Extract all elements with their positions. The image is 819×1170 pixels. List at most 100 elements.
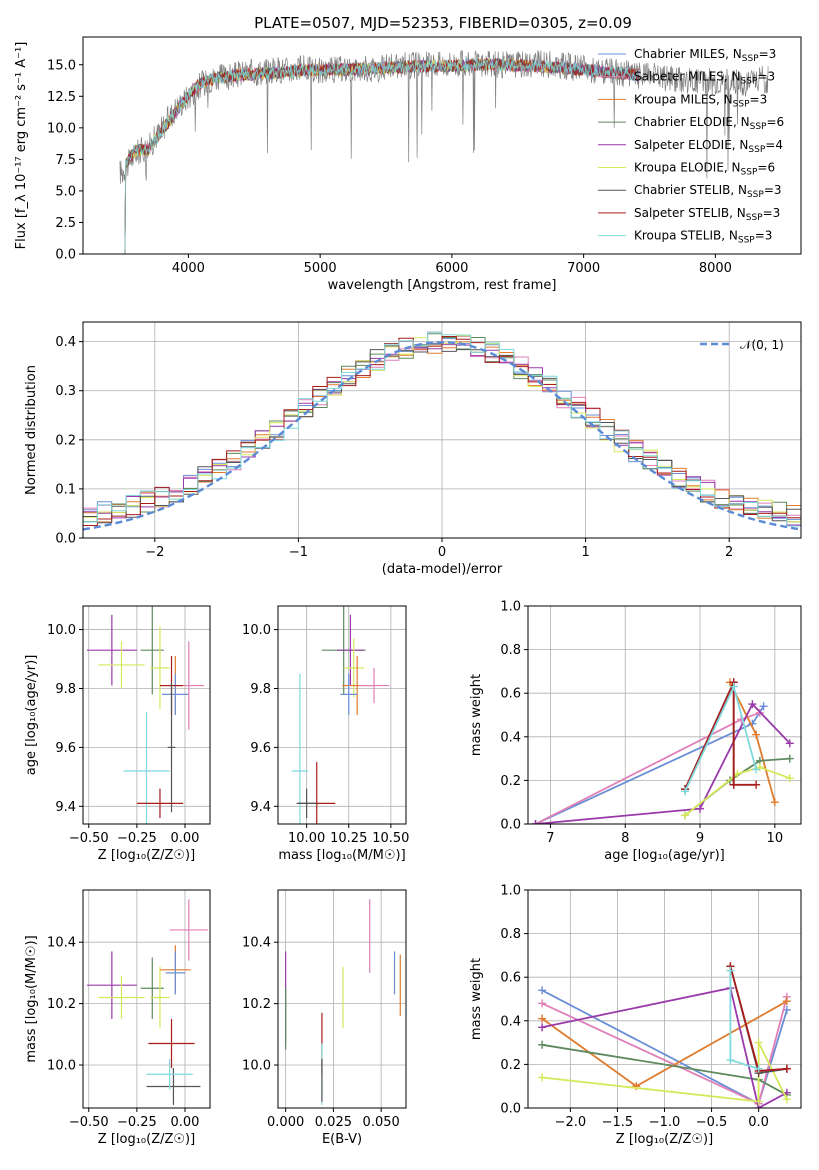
- plus-marker: [754, 1064, 763, 1073]
- plus-marker: [696, 804, 705, 813]
- plus-marker: [752, 730, 761, 739]
- plus-marker: [782, 997, 791, 1006]
- x-tick-label: 0.00: [171, 831, 200, 846]
- plus-marker: [538, 999, 547, 1008]
- x-tick-label: 10.00: [288, 831, 325, 846]
- spectrum-legend: Chabrier MILES, NSSP=3 Salpeter MILES, NS…: [598, 47, 784, 246]
- x-tick-label: 0: [438, 545, 446, 560]
- y-axis-label: Flux [f_λ 10⁻¹⁷ erg cm⁻² s⁻¹ A⁻¹]: [14, 42, 29, 250]
- plus-marker: [538, 1014, 547, 1023]
- x-axis-label: Z [log₁₀(Z/Z☉)]: [98, 1132, 195, 1147]
- plot-area: [531, 678, 794, 824]
- y-tick-label: 0.1: [55, 482, 76, 497]
- y-tick-label: 1.0: [500, 600, 521, 615]
- mass-weight-line: [535, 711, 761, 824]
- y-tick-label: 9.6: [55, 741, 76, 756]
- errorbar-point: [358, 667, 390, 704]
- y-tick-label: 0.8: [500, 643, 521, 658]
- panel-age-vs-Z: −0.50 −0.25 0.00 9.4 9.6 9.8 10.0 Z [log₁₀(Z/Z☉…: [24, 605, 211, 863]
- errorbar-point: [343, 638, 364, 698]
- x-tick-label: 0.050: [363, 1115, 400, 1130]
- plus-marker: [538, 1023, 547, 1032]
- y-tick-label: 9.4: [250, 800, 271, 815]
- y-tick-label: 0.8: [500, 927, 521, 942]
- errorbar-point: [136, 788, 184, 819]
- gaussian-curve: [83, 340, 801, 531]
- errorbar-point: [98, 975, 145, 1019]
- plot-area: [291, 606, 390, 824]
- plus-marker: [785, 739, 794, 748]
- y-tick-label: 7.5: [55, 153, 76, 168]
- plot-area: [86, 899, 209, 1105]
- y-tick-label: 0.0: [55, 248, 76, 263]
- x-axis-label: (data-model)/error: [382, 562, 503, 577]
- legend-entry: Kroupa ELODIE, NSSP=6: [634, 161, 775, 178]
- x-tick-label: −1.5: [602, 1115, 634, 1130]
- errorbar-point: [146, 1068, 201, 1105]
- errorbar-point: [161, 673, 189, 715]
- errorbar-point: [291, 673, 309, 824]
- x-tick-label: −1: [289, 545, 308, 560]
- x-tick-label: 10: [767, 831, 784, 846]
- x-axis-label: Z [log₁₀(Z/Z☉)]: [616, 1132, 713, 1147]
- plot-frame: [277, 605, 407, 825]
- x-tick-label: 9: [696, 831, 704, 846]
- y-tick-label: 12.5: [47, 90, 76, 105]
- x-tick-label: 0.025: [315, 1115, 352, 1130]
- plus-marker: [785, 774, 794, 783]
- plus-marker: [729, 780, 738, 789]
- mass-weight-line: [535, 702, 791, 824]
- plot-frame: [527, 605, 802, 825]
- y-tick-label: 0.2: [55, 433, 76, 448]
- y-tick-label: 0.2: [500, 1058, 521, 1073]
- x-tick-label: −2.0: [555, 1115, 587, 1130]
- y-axis-label: mass [log₁₀(M/M☉)]: [24, 935, 39, 1062]
- x-tick-label: −0.25: [117, 1115, 157, 1130]
- x-tick-label: 7: [546, 831, 554, 846]
- y-tick-label: 0.3: [55, 384, 76, 399]
- errorbar-point: [336, 614, 364, 686]
- plus-marker: [770, 798, 779, 807]
- x-tick-label: 5000: [304, 261, 337, 276]
- plot-frame: [82, 36, 802, 255]
- x-tick-label: 10.50: [372, 831, 409, 846]
- y-axis-label: mass weight: [469, 674, 484, 756]
- y-tick-label: 10.2: [242, 997, 271, 1012]
- plot-area: [119, 49, 769, 254]
- plus-marker: [782, 1095, 791, 1104]
- legend-entry: 𝒩(0, 1): [740, 338, 784, 352]
- plus-marker: [531, 820, 540, 824]
- errorbar-point: [146, 1058, 193, 1090]
- errorbar-point: [86, 951, 137, 1019]
- x-tick-label: 2: [725, 545, 733, 560]
- x-axis-label: Z [log₁₀(Z/Z☉)]: [98, 848, 195, 863]
- plot-frame: [527, 889, 802, 1109]
- spectrum-model-line: [122, 57, 640, 254]
- y-axis-label: age [log₁₀(age/yr)]: [24, 655, 39, 776]
- y-tick-label: 0.0: [500, 818, 521, 833]
- y-tick-label: 0.6: [500, 971, 521, 986]
- y-tick-label: 0.4: [500, 1014, 521, 1029]
- y-tick-label: 0.0: [55, 532, 76, 547]
- legend-entry: Kroupa MILES, NSSP=3: [634, 92, 767, 109]
- y-tick-label: 10.2: [47, 997, 76, 1012]
- legend-entry: Salpeter STELIB, NSSP=3: [634, 206, 780, 223]
- x-tick-label: −2: [145, 545, 164, 560]
- y-tick-label: 10.4: [242, 936, 271, 951]
- x-tick-label: 4000: [172, 261, 205, 276]
- spectrum-model-line: [122, 58, 640, 254]
- x-tick-label: 6000: [435, 261, 468, 276]
- errorbar-point: [86, 614, 137, 686]
- y-tick-label: 10.0: [242, 1059, 271, 1074]
- errorbar-point: [123, 712, 170, 824]
- y-tick-label: 10.0: [47, 121, 76, 136]
- plot-frame: [82, 605, 211, 825]
- plus-marker: [748, 700, 757, 709]
- panel-mass-vs-EBV: 0.000 0.025 0.050 10.0 10.2 10.4 E(B-V): [242, 889, 407, 1147]
- x-tick-label: 8000: [699, 261, 732, 276]
- y-tick-label: 0.4: [55, 335, 76, 350]
- plus-marker: [782, 1064, 791, 1073]
- plus-marker: [681, 811, 690, 820]
- plot-area: [86, 606, 205, 824]
